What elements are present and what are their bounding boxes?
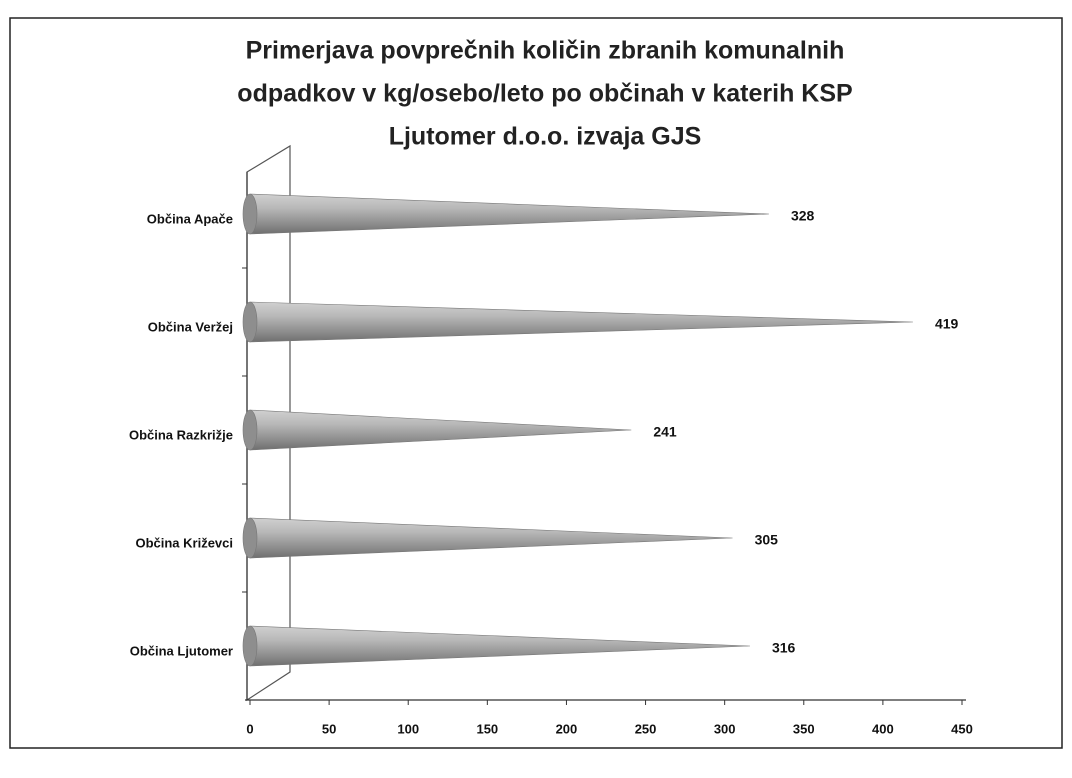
cone	[249, 625, 750, 667]
x-tick-label: 200	[556, 721, 578, 736]
chart-title: Ljutomer d.o.o. izvaja GJS	[389, 123, 702, 151]
x-tick-label: 300	[714, 721, 736, 736]
x-tick-label: 350	[793, 721, 815, 736]
y-tick-label: Občina Apače	[147, 211, 233, 226]
data-label: 419	[935, 316, 959, 332]
cone	[249, 193, 769, 235]
cone-base	[242, 517, 258, 559]
cone	[249, 301, 913, 343]
cone	[249, 517, 733, 559]
data-label: 328	[791, 208, 815, 224]
cone-base	[242, 193, 258, 235]
cone-base	[242, 625, 258, 667]
data-label: 305	[755, 532, 779, 548]
y-tick-label: Občina Križevci	[135, 535, 233, 550]
cone	[249, 409, 632, 451]
x-tick-label: 450	[951, 721, 973, 736]
chart-title: Primerjava povprečnih količin zbranih ko…	[246, 37, 845, 65]
chart-border	[9, 17, 1063, 749]
x-tick-label: 50	[322, 721, 336, 736]
data-label: 316	[772, 640, 796, 656]
chart-title: odpadkov v kg/osebo/leto po občinah v ka…	[237, 80, 852, 108]
x-tick-label: 250	[635, 721, 657, 736]
x-tick-label: 400	[872, 721, 894, 736]
x-tick-label: 150	[476, 721, 498, 736]
data-label: 241	[653, 424, 677, 440]
cone-base	[242, 409, 258, 451]
y-tick-label: Občina Ljutomer	[130, 643, 233, 658]
cone-base	[242, 301, 258, 343]
y-tick-label: Občina Veržej	[148, 319, 233, 334]
x-tick-label: 0	[246, 721, 253, 736]
y-tick-label: Občina Razkrižje	[129, 427, 233, 442]
x-tick-label: 100	[397, 721, 419, 736]
